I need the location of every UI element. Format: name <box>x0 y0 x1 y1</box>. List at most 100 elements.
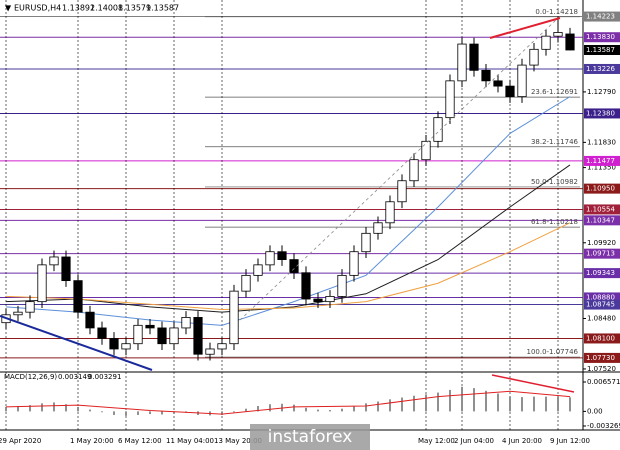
candle-body <box>469 43 479 71</box>
resistance-trendline <box>489 17 561 39</box>
candle-body <box>541 35 551 50</box>
macd-bar <box>449 389 451 412</box>
level-label: 1.08745 <box>586 301 615 309</box>
candle-body <box>337 274 347 297</box>
candle-body <box>109 338 119 350</box>
level-label-box <box>584 215 620 226</box>
macd-bar <box>461 386 463 412</box>
moving-average <box>5 164 571 313</box>
candle-body <box>61 256 71 282</box>
candle-body <box>229 290 239 345</box>
candle-body <box>145 324 155 329</box>
candle-body <box>373 222 383 234</box>
macd-bar <box>305 407 307 412</box>
moving-average <box>5 96 571 326</box>
x-tick-label: 9 Jun 12:00 <box>550 437 590 445</box>
symbol: EURUSD,H4 <box>14 4 61 13</box>
x-tick-label: 6 May 12:00 <box>118 437 162 445</box>
macd-bar <box>161 411 163 415</box>
macd-bar <box>137 411 139 415</box>
level-label: 1.13226 <box>586 65 615 73</box>
macd-bar <box>437 392 439 412</box>
macd-bar <box>509 396 511 412</box>
macd-tick-label: 0.006571 <box>587 378 620 386</box>
candle-body <box>241 274 251 292</box>
level-label-box <box>584 63 620 74</box>
macd-bar <box>329 410 331 412</box>
fib-label: 23.6-1.12691 <box>531 88 578 96</box>
x-tick-label: 1 May 20:00 <box>70 437 114 445</box>
macd-bar <box>257 406 259 412</box>
macd-divergence-line <box>491 374 575 393</box>
macd-bar <box>569 397 571 412</box>
level-label-box <box>584 155 620 166</box>
candle-body <box>445 80 455 119</box>
macd-bar <box>401 397 403 412</box>
candle-body <box>289 259 299 274</box>
triangle-icon: ▼ <box>5 4 12 13</box>
macd-bar <box>293 404 295 412</box>
background-layer <box>0 0 583 430</box>
macd-tick-label: 0.00 <box>587 407 603 415</box>
macd-bar <box>41 403 43 412</box>
level-label-box <box>584 352 620 363</box>
macd-bar <box>413 395 415 412</box>
level-label: 1.10554 <box>586 205 615 213</box>
macd-bar <box>473 388 475 412</box>
macd-bar <box>17 406 19 412</box>
level-label: 1.11477 <box>586 157 615 165</box>
level-label: 1.12380 <box>586 109 615 117</box>
macd-label: MACD(12,26,9) <box>4 373 57 381</box>
current-price-label: 1.13587 <box>586 46 615 54</box>
level-label: 1.09713 <box>586 250 615 258</box>
x-tick-label: May 12:00 <box>418 437 455 445</box>
level-label-box <box>584 32 620 43</box>
header-high: 1.14008 <box>90 4 123 13</box>
fib-label: 61.8-1.10218 <box>531 218 578 226</box>
macd-bar <box>221 411 223 415</box>
macd-bar <box>353 406 355 412</box>
candle-body <box>85 311 95 329</box>
macd-bar <box>317 409 319 412</box>
candle-body <box>133 324 143 345</box>
watermark-box <box>250 424 370 450</box>
candle-body <box>433 117 443 142</box>
candle-body <box>121 343 131 350</box>
support-trendline <box>0 315 153 371</box>
level-label-box <box>584 292 620 303</box>
level-label: 1.10347 <box>586 216 615 224</box>
level-label-box <box>584 183 620 194</box>
level-label: 1.10950 <box>586 185 615 193</box>
candle-body <box>481 69 491 82</box>
x-tick-label: 2 Jun 04:00 <box>454 437 494 445</box>
level-label-box <box>584 268 620 279</box>
macd-bar <box>101 411 103 413</box>
candle-body <box>409 159 419 182</box>
candle-body <box>553 32 563 37</box>
fib-label: 50.0-1.10982 <box>531 178 578 186</box>
level-label-box <box>584 299 620 310</box>
macd-bar <box>149 411 151 415</box>
candle-body <box>253 264 263 276</box>
macd-bar <box>545 396 547 412</box>
x-tick-label: 13 May 20:00 <box>214 437 262 445</box>
candle-body <box>517 64 527 98</box>
y-tick-label: 1.11350 <box>587 164 616 172</box>
macd-bar <box>533 396 535 412</box>
macd-tick-label: -0.003269 <box>587 422 620 430</box>
macd-bar <box>53 402 55 412</box>
candle-body <box>193 317 203 355</box>
header-low: 1.13579 <box>118 4 151 13</box>
level-label-box <box>584 248 620 259</box>
candle-body <box>493 80 503 87</box>
mark-layer <box>1 16 575 416</box>
x-tick-label: 11 May 04:00 <box>166 437 214 445</box>
candle-body <box>265 251 275 266</box>
macd-bar <box>245 408 247 412</box>
moving-average <box>5 222 571 311</box>
header-close: 1.13587 <box>146 4 179 13</box>
candle-body <box>73 280 83 313</box>
level-label: 1.08880 <box>586 293 615 301</box>
level-label: 1.08100 <box>586 334 615 342</box>
